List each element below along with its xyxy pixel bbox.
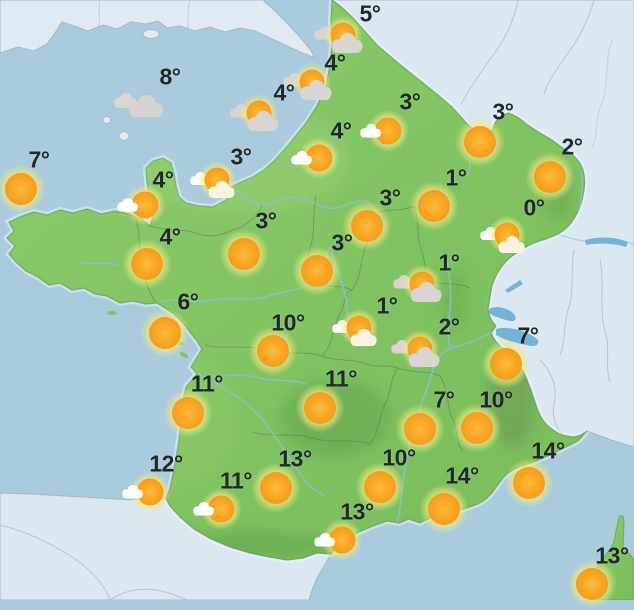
channel-island bbox=[119, 131, 129, 141]
temperature-label: 14° bbox=[445, 462, 479, 489]
sun-two-clouds-white-icon bbox=[480, 215, 527, 255]
temperature-label: 4° bbox=[330, 117, 353, 144]
temperature-label: 7° bbox=[517, 322, 540, 349]
temperature-label: 12° bbox=[149, 450, 183, 477]
temperature-label: 6° bbox=[177, 288, 200, 315]
temperature-label: 13° bbox=[340, 498, 374, 525]
sun-icon bbox=[504, 458, 554, 508]
sun-icon bbox=[419, 484, 469, 534]
sun-icon bbox=[219, 229, 269, 279]
temperature-label: 11° bbox=[190, 370, 224, 397]
temperature-label: 10° bbox=[382, 444, 416, 471]
temperature-label: 2° bbox=[561, 133, 584, 160]
temperature-label: 13° bbox=[278, 445, 312, 472]
temperature-label: 3° bbox=[230, 143, 253, 170]
island bbox=[107, 311, 117, 315]
temperature-label: 4° bbox=[159, 223, 182, 250]
temperature-label: 14° bbox=[531, 437, 565, 464]
temperature-label: 4° bbox=[324, 49, 347, 76]
channel-island bbox=[103, 116, 111, 124]
temperature-label: 7° bbox=[28, 146, 51, 173]
temperature-label: 10° bbox=[479, 386, 513, 413]
temperature-label: 3° bbox=[492, 98, 515, 125]
spain-internal-borders bbox=[0, 524, 189, 600]
temperature-label: 0° bbox=[523, 194, 546, 221]
temperature-label: 10° bbox=[271, 309, 305, 336]
temperature-label: 1° bbox=[376, 292, 399, 319]
temperature-label: 3° bbox=[331, 229, 354, 256]
temperature-label: 3° bbox=[379, 184, 402, 211]
temperature-label: 13° bbox=[595, 542, 629, 569]
temperature-label: 3° bbox=[399, 88, 422, 115]
temperature-label: 2° bbox=[438, 313, 461, 340]
temperature-label: 1° bbox=[445, 164, 468, 191]
temperature-label: 5° bbox=[359, 0, 382, 27]
temperature-label: 11° bbox=[324, 365, 358, 392]
england-landmass bbox=[0, 0, 317, 59]
temperature-label: 7° bbox=[433, 386, 456, 413]
temperature-label: 3° bbox=[255, 207, 278, 234]
temperature-label: 4° bbox=[152, 166, 175, 193]
temperature-label: 1° bbox=[438, 249, 461, 276]
temperature-label: 8° bbox=[159, 63, 182, 90]
german-river bbox=[591, 39, 613, 149]
isle-of-wight bbox=[142, 29, 160, 39]
clouds-gray-icon bbox=[114, 93, 164, 118]
sun-icon bbox=[140, 308, 190, 358]
temperature-label: 11° bbox=[219, 467, 253, 494]
temperature-label: 4° bbox=[273, 79, 296, 106]
